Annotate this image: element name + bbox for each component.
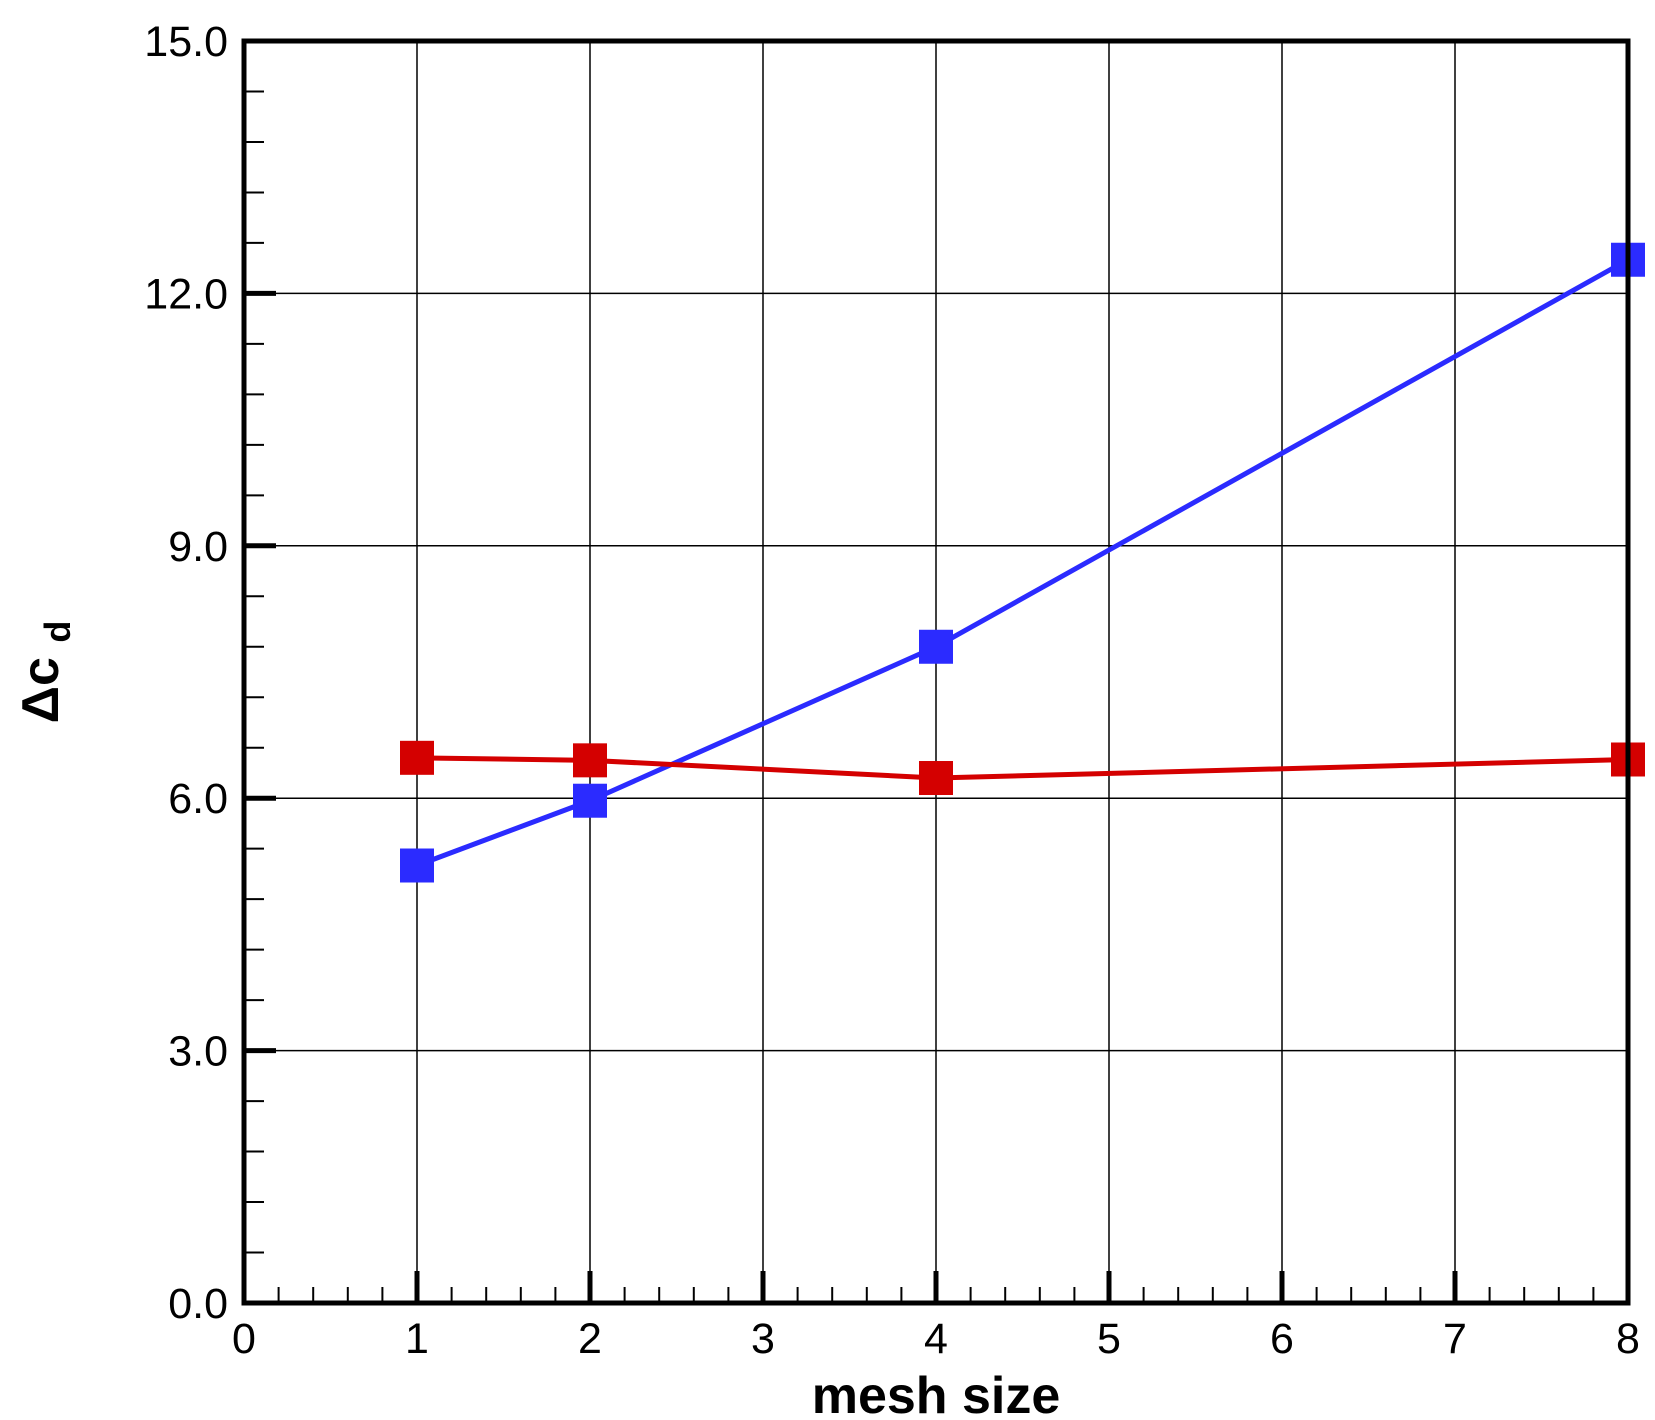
data-point-marker: [919, 761, 953, 796]
plot-frame: [241, 38, 1631, 1306]
y-axis-label: Δc d: [12, 621, 78, 724]
data-point-marker: [919, 629, 953, 664]
data-point-marker: [400, 740, 434, 775]
y-tick-label: 0.0: [168, 1280, 228, 1328]
x-tick-label: 4: [924, 1315, 948, 1363]
x-tick-label: 0: [232, 1315, 256, 1363]
y-tick-label: 9.0: [168, 523, 228, 571]
x-tick-label: 1: [405, 1315, 429, 1363]
grid: [244, 41, 1628, 1303]
x-tick-label: 8: [1616, 1315, 1640, 1363]
x-tick-label: 5: [1097, 1315, 1121, 1363]
x-tick-label: 3: [751, 1315, 775, 1363]
y-tick-label: 3.0: [168, 1028, 228, 1076]
x-axis-label: mesh size: [812, 1367, 1061, 1420]
data-point-marker: [573, 743, 607, 778]
tick-labels: 0 1 2 3 4 5 6 7 8 0.0 3.0 6.0 9.0 12.0 15.0: [144, 18, 1640, 1363]
x-tick-label: 7: [1443, 1315, 1467, 1363]
series-group: [400, 242, 1645, 883]
y-tick-label: 12.0: [144, 270, 228, 318]
series-line: [416, 755, 1629, 781]
series-line: [416, 257, 1630, 868]
y-tick-label: 6.0: [168, 775, 228, 823]
y-axis-label-main: Δc: [12, 657, 70, 723]
x-tick-label: 2: [578, 1315, 602, 1363]
x-tick-label: 6: [1270, 1315, 1294, 1363]
y-axis-label-subscript: d: [37, 621, 78, 643]
data-point-marker: [400, 848, 434, 883]
data-point-marker: [573, 783, 607, 818]
y-tick-label: 15.0: [144, 18, 228, 66]
